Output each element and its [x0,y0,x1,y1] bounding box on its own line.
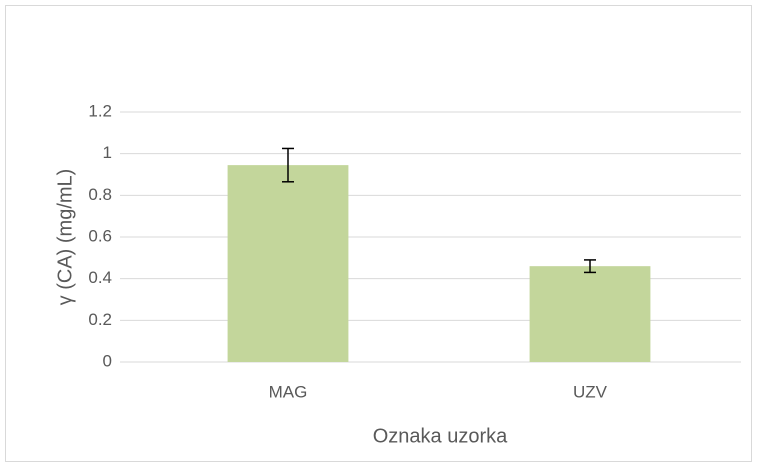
y-tick-label: 0.4 [88,268,112,287]
chart-frame [5,5,752,462]
x-tick-label: UZV [573,382,608,401]
y-tick-label: 1.2 [88,101,112,120]
x-tick-label: MAG [269,382,308,401]
bar [227,165,349,362]
y-axis-title: γ (CA) (mg/mL) [54,169,76,306]
bar [529,266,651,362]
y-tick-label: 0.6 [88,226,112,245]
y-tick-label: 0 [103,351,112,370]
y-tick-label: 0.2 [88,310,112,329]
y-tick-label: 1 [103,143,112,162]
y-tick-label: 0.8 [88,185,112,204]
x-axis-title: Oznaka uzorka [373,425,508,447]
